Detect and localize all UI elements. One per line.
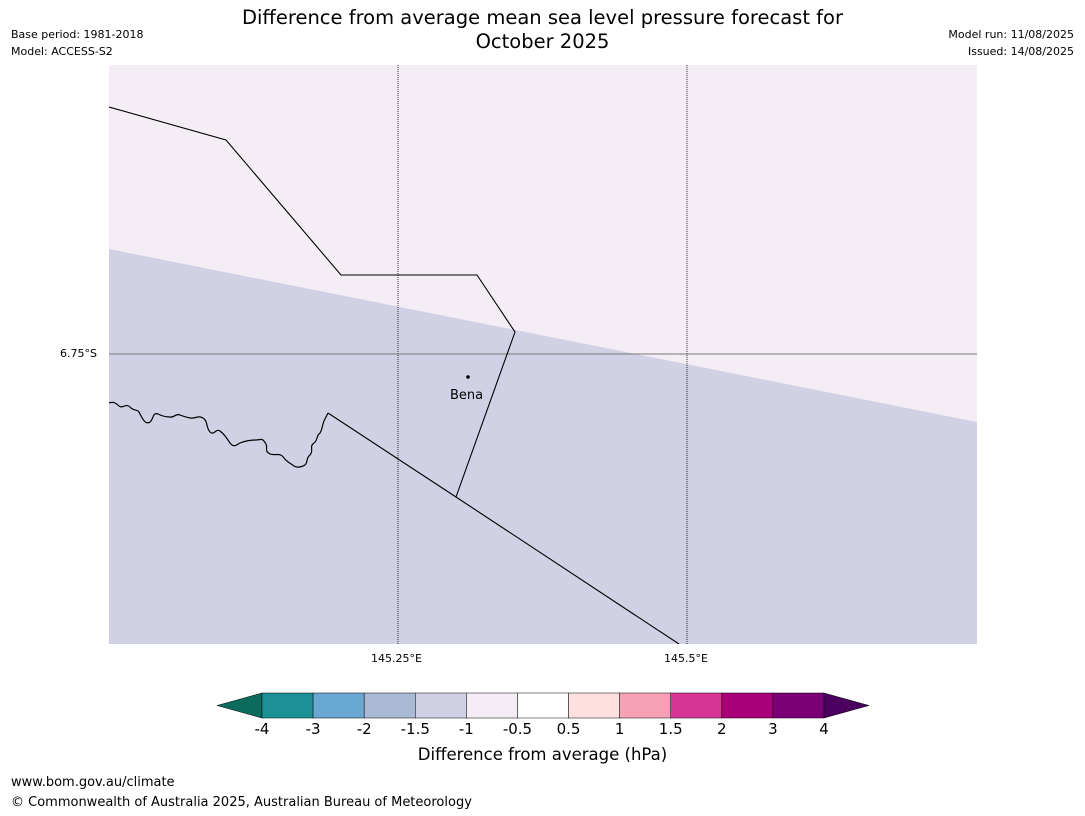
- colorbar-tick-label: 2: [717, 720, 727, 738]
- longitude-tick-label-2: 145.5°E: [664, 652, 708, 665]
- colorbar-extend-low: [216, 692, 263, 719]
- colorbar-segment: [466, 692, 518, 719]
- title-line-1: Difference from average mean sea level p…: [242, 6, 843, 29]
- colorbar-tick-label: -2: [356, 720, 372, 738]
- colorbar-segment: [721, 692, 774, 719]
- title-line-2: October 2025: [475, 30, 610, 53]
- colorbar-caption: Difference from average (hPa): [417, 745, 668, 764]
- coastline: [109, 401, 329, 468]
- footer-copyright: © Commonwealth of Australia 2025, Austra…: [11, 795, 472, 810]
- model-text: Model: ACCESS-S2: [11, 45, 113, 58]
- colorbar-segment: [670, 692, 723, 719]
- anomaly-fill-lower: [109, 249, 977, 644]
- place-label-bena: Bena: [450, 388, 484, 403]
- footer-url[interactable]: www.bom.gov.au/climate: [11, 775, 175, 790]
- map-title: Difference from average mean sea level p…: [140, 6, 945, 54]
- colorbar-tick-label: 3: [768, 720, 778, 738]
- colorbar-segment: [568, 692, 620, 719]
- model-run-text: Model run: 11/08/2025: [948, 28, 1074, 41]
- longitude-tick-label-1: 145.25°E: [371, 652, 422, 665]
- base-period-text: Base period: 1981-2018: [11, 28, 144, 41]
- map-panel: [109, 65, 977, 644]
- colorbar-segment: [363, 692, 416, 719]
- bena-marker: [466, 375, 470, 379]
- colorbar: [216, 692, 870, 719]
- colorbar-tick-label: -1: [458, 720, 474, 738]
- colorbar-tick-label: 0.5: [556, 720, 581, 738]
- meta-right: Model run: 11/08/2025 Issued: 14/08/2025: [948, 26, 1074, 60]
- colorbar-tick-label: 4: [819, 720, 829, 738]
- colorbar-segment: [619, 692, 671, 719]
- colorbar-segment: [772, 692, 825, 719]
- colorbar-tick-label: 1: [614, 720, 625, 738]
- colorbar-segment: [312, 692, 365, 719]
- colorbar-tick-label: 1.5: [658, 720, 683, 738]
- issued-text: Issued: 14/08/2025: [967, 45, 1074, 58]
- colorbar-tick-label: -1.5: [400, 720, 430, 738]
- province-boundary: [109, 106, 516, 498]
- colorbar-segment: [517, 692, 569, 719]
- meta-left: Base period: 1981-2018 Model: ACCESS-S2: [11, 26, 143, 60]
- colorbar-tick-label: -0.5: [502, 720, 533, 738]
- colorbar-segment: [261, 692, 314, 719]
- province-boundary-south: [327, 412, 680, 644]
- colorbar-tick-labels: -4 -3 -2 -1.5 -1 -0.5 0.5 1 1.5 2 3 4: [0, 720, 1085, 740]
- colorbar-extend-high: [823, 692, 870, 719]
- colorbar-segment: [415, 692, 467, 719]
- colorbar-tick-label: -4: [254, 720, 270, 738]
- colorbar-tick-label: -3: [305, 720, 321, 738]
- latitude-tick-label: 6.75°S: [60, 347, 97, 360]
